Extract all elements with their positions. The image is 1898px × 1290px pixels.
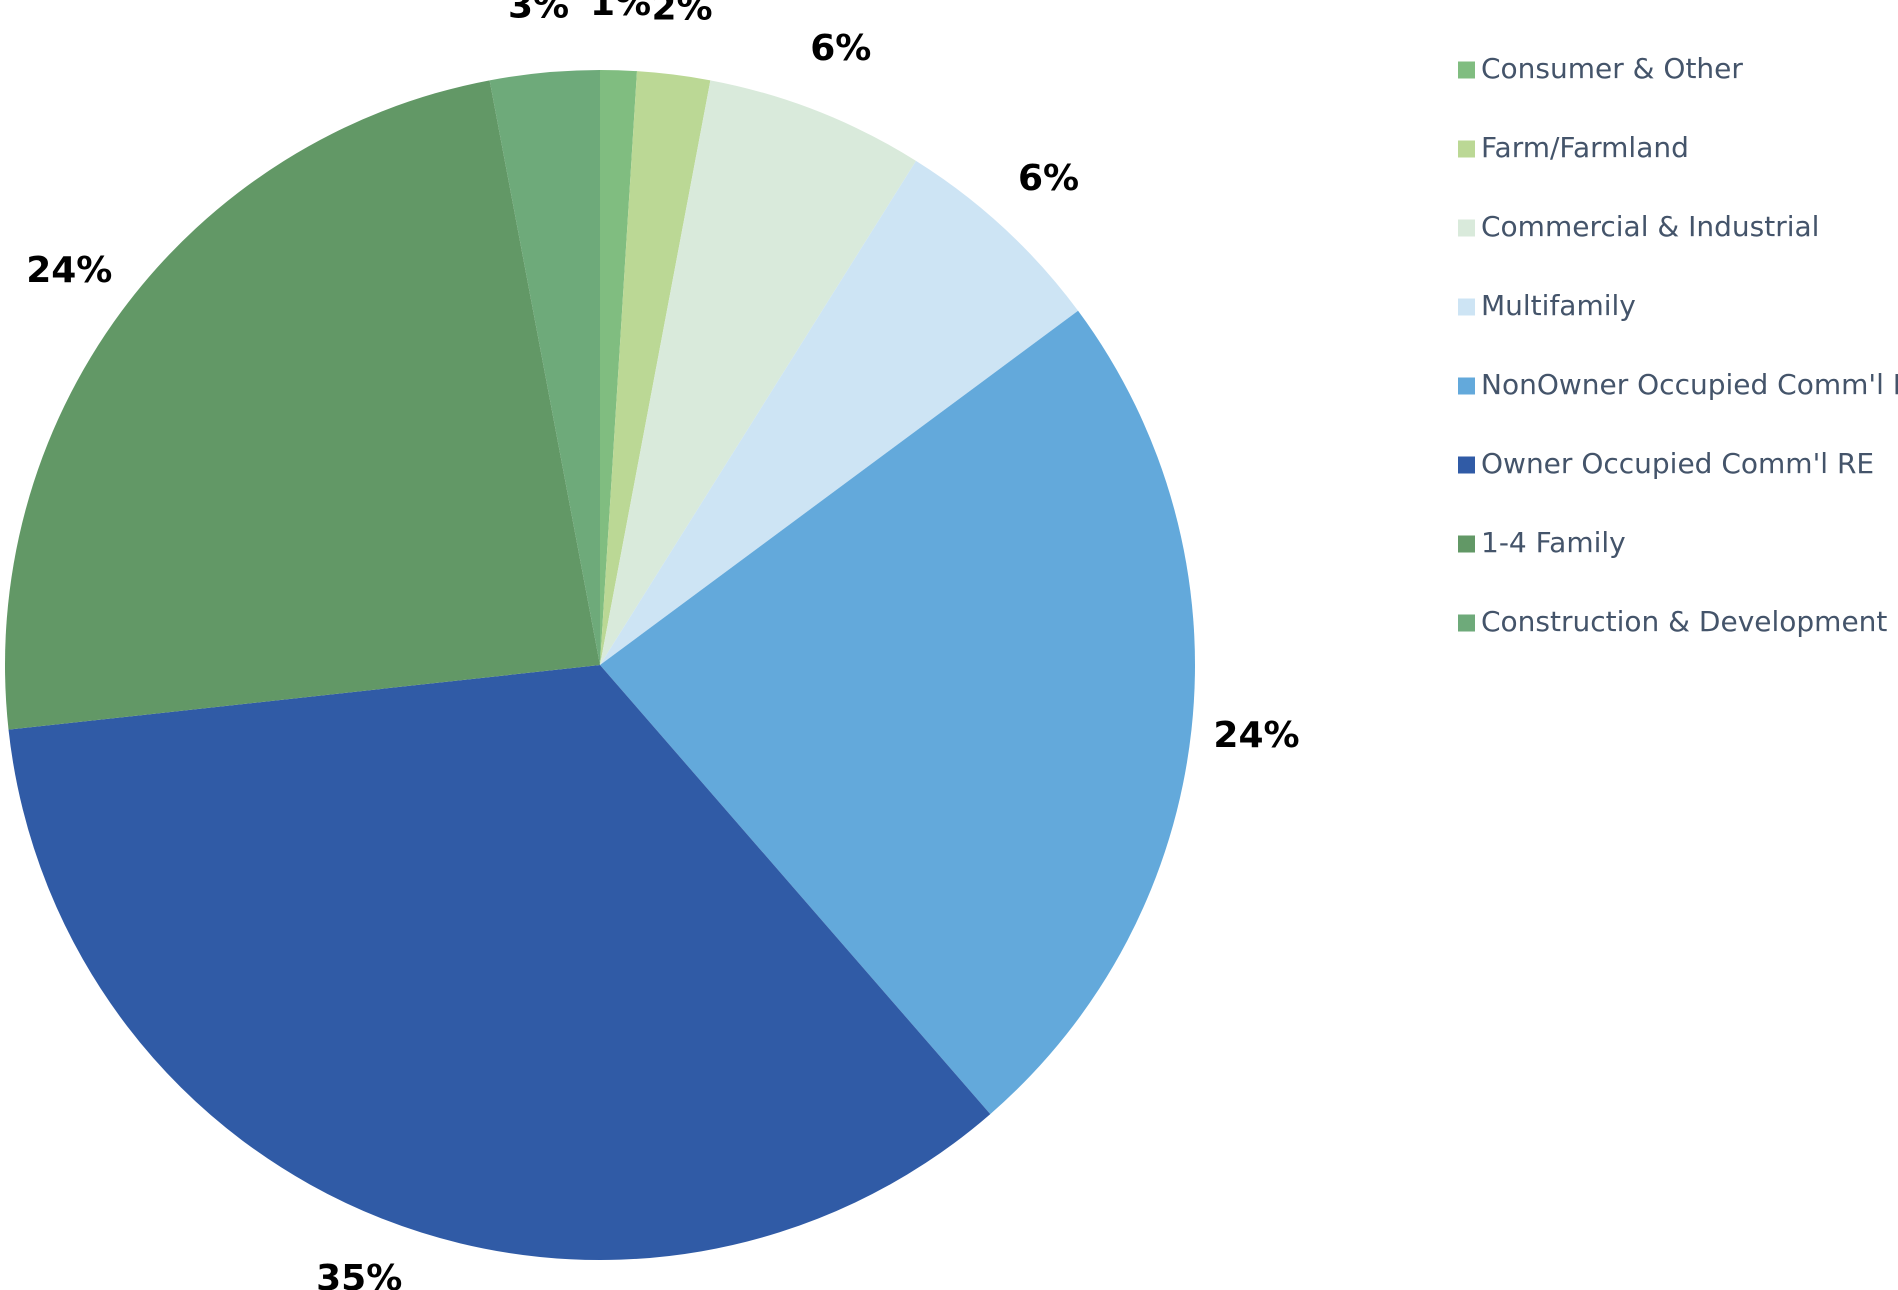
data-label-consumer-other: 1%	[590, 0, 651, 24]
legend: Consumer & Other Farm/Farmland Commercial …	[1458, 52, 1898, 638]
pie-slice-construction-development	[489, 70, 600, 665]
legend-swatch-construction-development	[1458, 614, 1475, 632]
data-label-owner-occupied-comm-l-re: 35%	[316, 1258, 402, 1290]
legend-label-nonowner-occupied-comm-l-re: NonOwner Occupied Comm'l RE	[1481, 368, 1898, 401]
legend-label-multifamily: Multifamily	[1481, 289, 1636, 322]
pie-slice-consumer-other	[600, 70, 637, 665]
legend-swatch-nonowner-occupied-comm-l-re	[1458, 377, 1475, 395]
legend-swatch-commercial-industrial	[1458, 219, 1475, 237]
legend-swatch-multifamily	[1458, 298, 1475, 316]
pie-slices	[4, 70, 1196, 1261]
legend-label-consumer-other: Consumer & Other	[1481, 52, 1743, 85]
legend-swatch-farm-farmland	[1458, 140, 1475, 158]
pie-slice-farm-farmland	[600, 71, 711, 665]
pie-slice-nonowner-occupied-comm-l-re	[600, 310, 1196, 1115]
data-label-nonowner-occupied-comm-l-re: 24%	[1213, 715, 1299, 756]
pie-slice-commercial-industrial	[600, 80, 916, 665]
pie-slice-1-4-family	[4, 80, 601, 730]
pie-slice-multifamily	[600, 160, 1079, 665]
legend-swatch-1-4-family	[1458, 535, 1475, 553]
legend-label-construction-development: Construction & Development	[1481, 605, 1887, 638]
data-label-farm-farmland: 2%	[651, 0, 712, 29]
data-label-commercial-industrial: 6%	[810, 28, 871, 69]
data-label-multifamily: 6%	[1018, 158, 1079, 199]
legend-label-1-4-family: 1-4 Family	[1481, 526, 1626, 559]
legend-swatch-consumer-other	[1458, 61, 1475, 79]
data-label-construction-development: 3%	[508, 0, 569, 26]
legend-label-owner-occupied-comm-l-re: Owner Occupied Comm'l RE	[1481, 447, 1874, 480]
pie-data-labels: 1% 2% 6% 6% 24% 35% 24% 3%	[26, 0, 1299, 1290]
data-label-1-4-family: 24%	[26, 250, 112, 291]
legend-label-commercial-industrial: Commercial & Industrial	[1481, 210, 1819, 243]
pie-slice-owner-occupied-comm-l-re	[8, 665, 991, 1261]
legend-label-farm-farmland: Farm/Farmland	[1481, 131, 1689, 164]
legend-swatch-owner-occupied-comm-l-re	[1458, 456, 1475, 474]
